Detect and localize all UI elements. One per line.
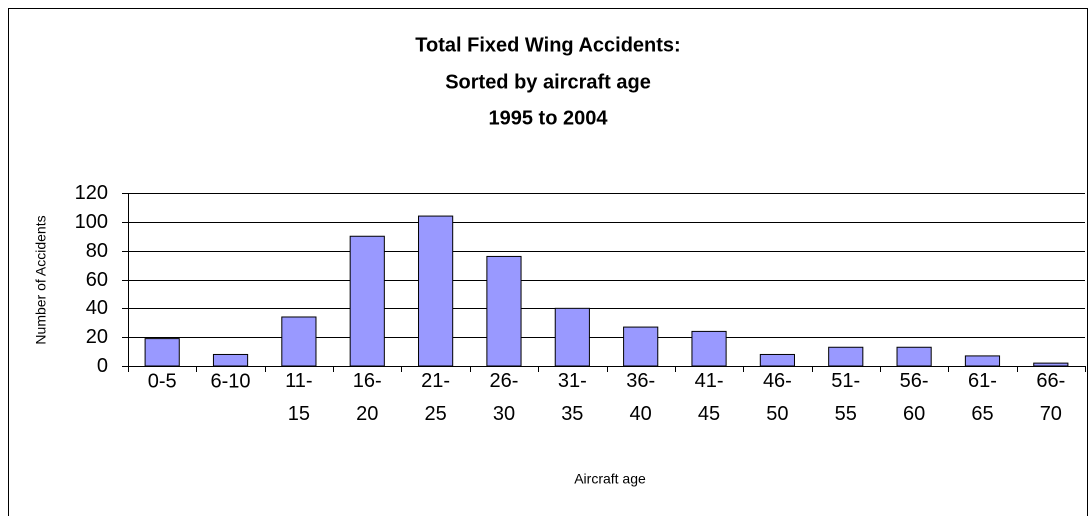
x-tick-label: 36-40	[626, 370, 655, 425]
x-tick-label: 0-5	[148, 370, 177, 392]
chart-title: 1995 to 2004	[489, 107, 609, 129]
y-tick-label: 20	[86, 326, 108, 348]
x-tick-label: 41-45	[695, 370, 724, 425]
y-tick-label: 0	[97, 355, 108, 377]
x-tick-label: 31-35	[558, 370, 587, 425]
bar	[144, 338, 180, 367]
bar	[623, 326, 659, 367]
x-tick-label: 61-65	[968, 370, 997, 425]
chart-title: Total Fixed Wing Accidents:	[415, 34, 680, 56]
bar	[896, 346, 932, 367]
x-axis-title: Aircraft age	[574, 471, 646, 487]
x-tick-label: 56-60	[900, 370, 929, 425]
bar	[691, 330, 727, 367]
bar	[1033, 362, 1069, 367]
bar	[828, 346, 864, 367]
x-tick-label: 11-15	[285, 370, 312, 425]
chart-border	[8, 8, 1088, 516]
x-tick-label: 66-70	[1036, 370, 1065, 425]
x-tick-label: 51-55	[831, 370, 860, 425]
y-tick-label: 120	[75, 182, 108, 204]
x-tick-label: 6-10	[211, 370, 251, 392]
bar	[964, 355, 1001, 367]
x-tick-label: 26-30	[490, 370, 519, 425]
bar	[281, 316, 317, 367]
bar	[349, 235, 385, 367]
x-tick-label: 21-25	[421, 370, 450, 425]
y-tick-label: 80	[86, 240, 108, 262]
y-tick-label: 60	[86, 269, 108, 291]
bar	[554, 307, 590, 367]
y-tick-label: 100	[75, 211, 108, 233]
y-axis-title: Number of Accidents	[33, 215, 49, 344]
bar	[759, 353, 795, 367]
y-tick-label: 40	[86, 297, 108, 319]
chart-title: Sorted by aircraft age	[445, 71, 651, 93]
bar	[418, 215, 454, 367]
bar	[486, 255, 522, 367]
x-tick-label: 46-50	[763, 370, 792, 425]
x-tick-label: 16-20	[353, 370, 382, 425]
bar	[212, 353, 249, 367]
